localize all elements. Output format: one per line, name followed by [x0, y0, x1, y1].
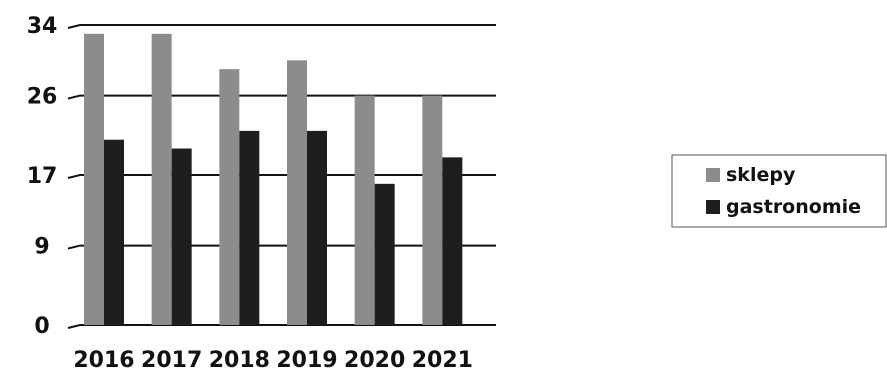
legend-label-sklepy: sklepy [726, 164, 796, 186]
bars [84, 33, 463, 326]
x-tick-label: 2016 [73, 348, 134, 373]
y-tick-label: 17 [27, 164, 58, 189]
legend-box [671, 154, 887, 228]
y-tick-label: 34 [27, 14, 58, 39]
x-tick-label: 2018 [209, 348, 270, 373]
y-axis-labels: 0 9 17 26 34 [27, 14, 58, 339]
bar-sklepy-2016 [84, 33, 104, 326]
bar-gastronomie-2016 [104, 139, 124, 325]
bar-sklepy-2019 [287, 60, 307, 325]
x-tick-label: 2017 [141, 348, 202, 373]
bar-sklepy-2021 [422, 95, 443, 326]
x-axis-labels: 2016 2017 2018 2019 2020 2021 [73, 348, 473, 373]
gridline [67, 324, 496, 329]
legend-swatch-gastronomie [706, 200, 720, 214]
y-tick-label: 0 [34, 314, 49, 339]
bar-gastronomie-2021 [442, 157, 463, 325]
legend: sklepy gastronomie [671, 154, 887, 228]
bar-sklepy-2018 [219, 69, 240, 325]
bar-sklepy-2017 [151, 33, 172, 326]
bar-gastronomie-2017 [171, 148, 192, 325]
x-tick-label: 2019 [276, 348, 337, 373]
bar-sklepy-2020 [354, 95, 375, 326]
gridline [67, 24, 496, 29]
bar-gastronomie-2020 [374, 183, 395, 325]
x-tick-label: 2020 [344, 348, 405, 373]
bar-gastronomie-2019 [307, 130, 327, 325]
bar-gastronomie-2018 [239, 130, 260, 325]
gridline [67, 94, 496, 100]
legend-swatch-sklepy [706, 168, 720, 182]
y-tick-label: 9 [34, 235, 49, 260]
x-tick-label: 2021 [412, 348, 473, 373]
legend-label-gastronomie: gastronomie [726, 196, 861, 218]
y-tick-label: 26 [27, 85, 58, 110]
